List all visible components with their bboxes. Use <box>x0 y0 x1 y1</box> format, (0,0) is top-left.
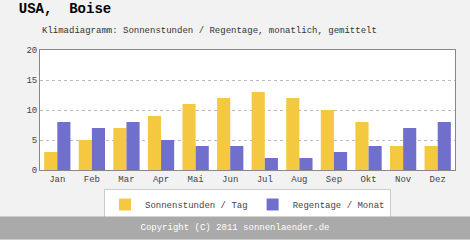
svg-text:Jun: Jun <box>222 175 238 185</box>
svg-text:Jul: Jul <box>257 175 273 185</box>
svg-text:Mai: Mai <box>188 175 204 185</box>
svg-text:Aug: Aug <box>291 175 307 185</box>
svg-text:20: 20 <box>26 46 37 56</box>
svg-text:USA, Boise: USA, Boise <box>19 1 111 17</box>
svg-text:Dez: Dez <box>430 175 446 185</box>
svg-text:Regentage / Monat: Regentage / Monat <box>293 201 385 211</box>
svg-text:Nov: Nov <box>395 175 412 185</box>
svg-text:Mar: Mar <box>118 175 134 185</box>
svg-text:10: 10 <box>26 106 37 116</box>
svg-text:Copyright (C) 2011 sonnenlaend: Copyright (C) 2011 sonnenlaender.de <box>140 223 329 233</box>
svg-text:Klimadiagramm: Sonnenstunden /: Klimadiagramm: Sonnenstunden / Regentage… <box>42 26 377 36</box>
svg-text:Jan: Jan <box>49 175 65 185</box>
svg-text:Sep: Sep <box>326 175 342 185</box>
svg-text:0: 0 <box>32 166 37 176</box>
svg-text:15: 15 <box>26 76 37 86</box>
svg-text:Feb: Feb <box>84 175 100 185</box>
svg-text:Apr: Apr <box>153 175 169 185</box>
svg-text:Sonnenstunden / Tag: Sonnenstunden / Tag <box>145 201 248 211</box>
svg-text:5: 5 <box>32 136 37 146</box>
svg-text:Okt: Okt <box>360 175 376 185</box>
